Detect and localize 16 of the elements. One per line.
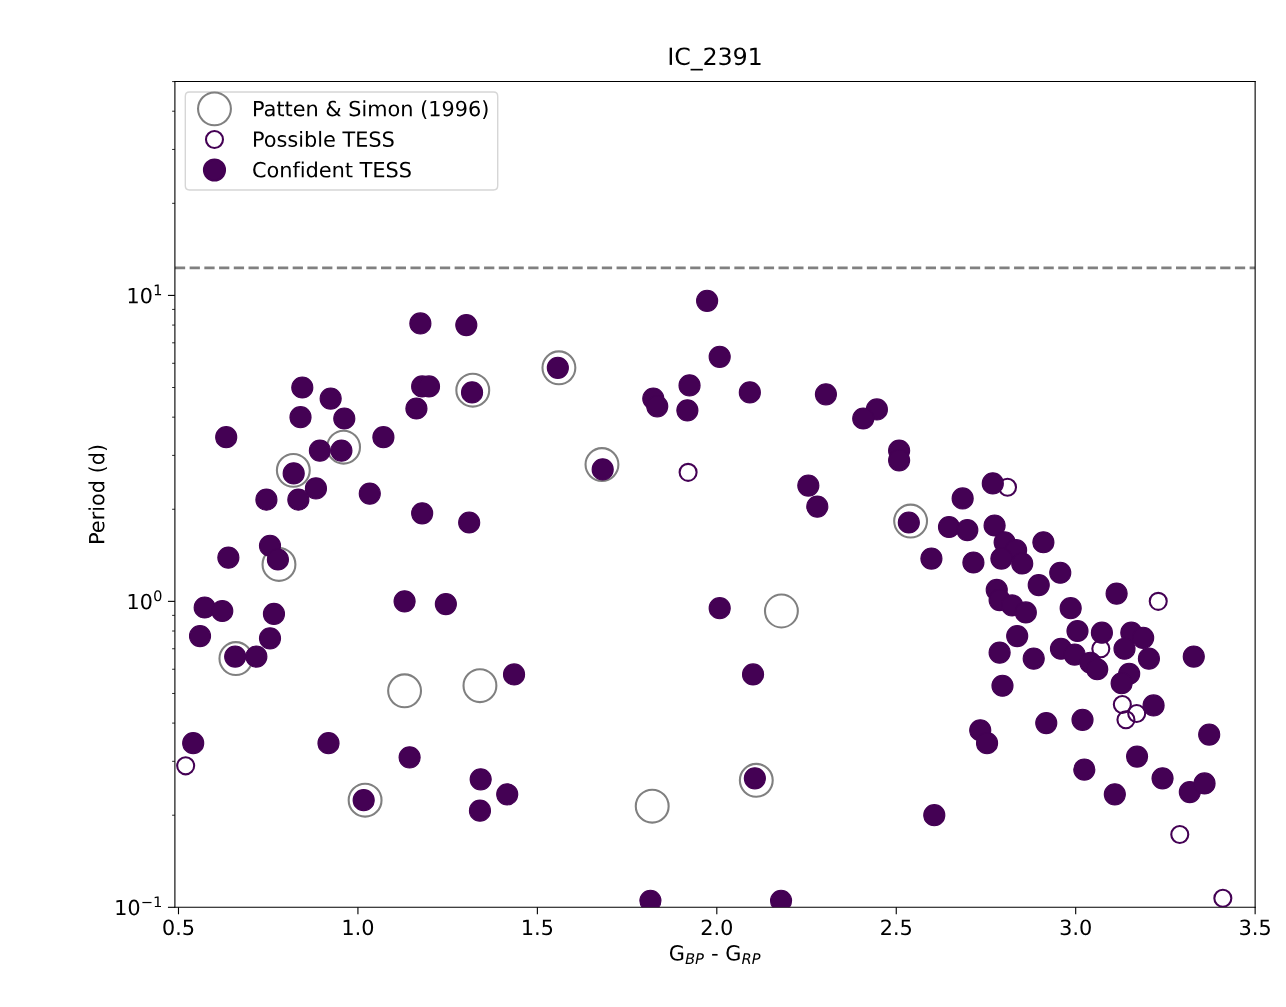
legend-label: Possible TESS [254, 130, 394, 148]
y-axis-title: Period (d) [88, 445, 107, 543]
legend-label: Confident TESS [253, 161, 411, 178]
x-tick-label: 1.0 [343, 919, 374, 936]
x-tick-label: 2.0 [701, 919, 732, 936]
x-tick-label: 2.5 [881, 919, 911, 936]
x-tick-label: 3.0 [1060, 919, 1091, 936]
x-tick-label: 1.5 [523, 919, 553, 936]
x-tick-label: 3.5 [1240, 919, 1270, 936]
x-axis-title: G$_{BP}$ - G$_{RP}$ [669, 945, 761, 964]
y-tick-label: 10$^{1}$ [128, 284, 162, 304]
y-tick-label: 10$^{0}$ [128, 590, 162, 610]
x-tick-label: 0.5 [163, 919, 194, 936]
y-tick-label: 10$^{−1}$ [116, 896, 161, 916]
chart-title: IC_2391 [669, 47, 761, 71]
legend-label: Patten & Simon (1996) [254, 100, 488, 119]
